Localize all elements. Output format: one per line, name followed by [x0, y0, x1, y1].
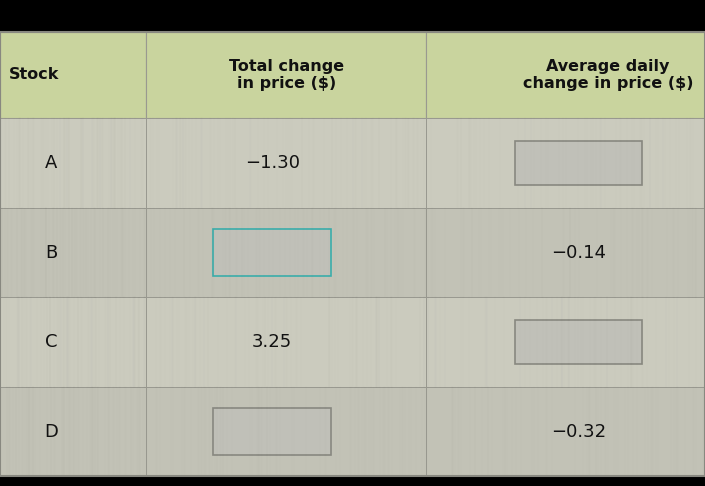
Text: 3.25: 3.25 — [252, 333, 293, 351]
Bar — [214, 229, 331, 276]
Bar — [0, 297, 146, 387]
Text: A: A — [45, 154, 57, 172]
Bar — [146, 32, 427, 118]
Bar — [427, 118, 705, 208]
Bar — [146, 118, 427, 208]
Bar — [427, 32, 705, 118]
Bar — [0, 32, 146, 118]
Bar — [0, 118, 146, 208]
Bar — [515, 140, 642, 186]
Text: Stock: Stock — [8, 68, 59, 83]
Text: B: B — [45, 243, 57, 261]
Bar — [515, 320, 642, 364]
Bar — [146, 208, 427, 297]
Text: D: D — [44, 422, 58, 440]
Bar — [0, 387, 146, 476]
Text: −0.32: −0.32 — [551, 422, 606, 440]
Bar — [427, 387, 705, 476]
Bar — [427, 297, 705, 387]
Bar — [214, 408, 331, 455]
Text: −0.14: −0.14 — [551, 243, 606, 261]
Bar — [427, 208, 705, 297]
Text: Total change
in price ($): Total change in price ($) — [228, 59, 344, 91]
Text: −1.30: −1.30 — [245, 154, 300, 172]
Bar — [146, 297, 427, 387]
Text: C: C — [45, 333, 57, 351]
Bar — [146, 387, 427, 476]
Text: Average daily
change in price ($): Average daily change in price ($) — [522, 59, 693, 91]
Bar — [0, 0, 705, 32]
Bar — [0, 208, 146, 297]
